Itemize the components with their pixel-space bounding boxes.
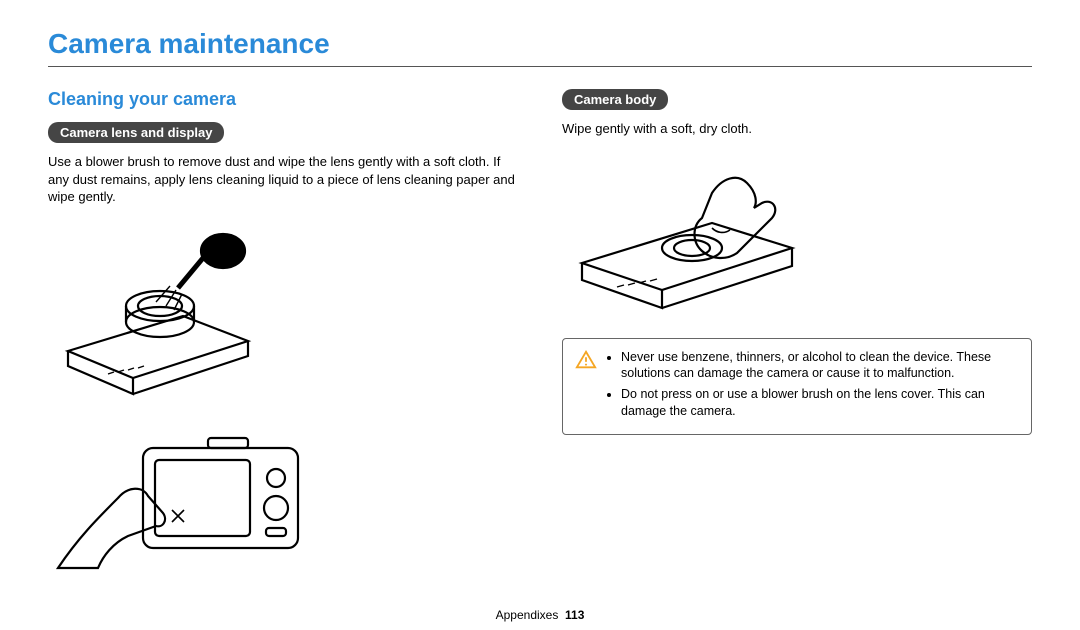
warning-icon [575, 349, 597, 371]
content-columns: Cleaning your camera Camera lens and dis… [48, 89, 1032, 590]
warning-list: Never use benzene, thinners, or alcohol … [607, 349, 1019, 425]
body-text: Wipe gently with a soft, dry cloth. [562, 120, 1032, 138]
warning-item: Never use benzene, thinners, or alcohol … [621, 349, 1019, 383]
wipe-body-illustration [562, 148, 812, 318]
left-column: Cleaning your camera Camera lens and dis… [48, 89, 518, 590]
wipe-display-illustration [48, 408, 308, 578]
main-title: Camera maintenance [48, 28, 1032, 67]
lens-text: Use a blower brush to remove dust and wi… [48, 153, 518, 206]
right-column: Camera body Wipe gently with a soft, dry… [562, 89, 1032, 590]
page-footer: Appendixes 113 [0, 608, 1080, 630]
warning-callout: Never use benzene, thinners, or alcohol … [562, 338, 1032, 436]
pill-camera-body: Camera body [562, 89, 668, 110]
footer-section: Appendixes [496, 608, 559, 622]
blower-illustration [48, 216, 268, 396]
pill-lens-display: Camera lens and display [48, 122, 224, 143]
warning-item: Do not press on or use a blower brush on… [621, 386, 1019, 420]
footer-page: 113 [565, 608, 584, 622]
section-heading: Cleaning your camera [48, 89, 518, 110]
